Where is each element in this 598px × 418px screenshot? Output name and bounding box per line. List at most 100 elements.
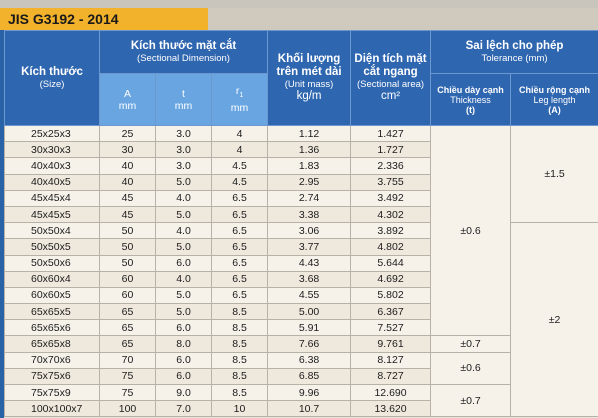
table-row: 75x75x9 75 9.0 8.5 9.96 12.690 ±0.7 [4, 383, 598, 418]
radius-r-cell: 8.5 [210, 303, 269, 321]
area-cell: 5.644 [350, 254, 432, 272]
thickness-t-cell: 7.0 [155, 400, 212, 418]
thickness-t-cell: 5.0 [155, 238, 212, 256]
leg-a-cell: 75 [99, 367, 156, 386]
section-header-vi: Kích thước mặt cắt [130, 40, 237, 52]
leg-header-vi: Chiều rộng cạnh [519, 84, 591, 95]
thickness-t-cell: 3.0 [155, 141, 212, 159]
size-header-vi: Kích thước [21, 66, 83, 78]
area-cell: 4.692 [350, 270, 432, 288]
thickness-t-cell: 5.0 [155, 205, 212, 224]
leg-a-cell: 65 [99, 319, 156, 337]
thickness-t-cell: 4.0 [155, 270, 212, 288]
mass-header-en: (Unit mass) [284, 79, 334, 90]
size-cell: 100x100x7 [4, 400, 100, 418]
thickness-t-cell: 6.0 [155, 254, 212, 272]
size-cell: 45x45x4 [4, 189, 100, 207]
unit-mass-cell: 3.06 [267, 222, 352, 240]
size-cell: 65x65x5 [4, 303, 100, 321]
leg-a-cell: 40 [99, 173, 156, 191]
thickness-tolerance-cell: ±0.6 [430, 351, 512, 386]
radius-r-cell: 4.5 [210, 173, 269, 191]
area-cell: 1.727 [350, 141, 432, 159]
radius-r-cell: 6.5 [210, 254, 269, 272]
section-header: Kích thước mặt cắt (Sectional Dimension) [98, 30, 269, 74]
thickness-t-cell: 5.0 [155, 286, 212, 305]
mass-unit: kg/m [296, 90, 322, 102]
radius-r-cell: 4 [210, 141, 269, 159]
thickness-symbol: (t) [466, 104, 476, 115]
leg-a-cell: 45 [99, 189, 156, 207]
unit-mass-cell: 1.83 [267, 157, 352, 175]
radius-r-cell: 6.5 [210, 238, 269, 256]
leg-tolerance-cell: ±2 [510, 222, 598, 418]
radius-r-cell: 4.5 [210, 157, 269, 175]
area-cell: 5.802 [350, 286, 432, 305]
top-strip [0, 0, 598, 8]
col-r-unit: mm [230, 102, 249, 115]
unit-mass-cell: 2.95 [267, 173, 352, 191]
table-row: 25x25x3 25 3.0 4 1.12 1.427 ±0.6 ±1.5 [4, 124, 598, 337]
area-header-vi: Diện tích mặt cắt ngang [354, 53, 427, 78]
leg-a-cell: 65 [99, 303, 156, 321]
area-cell: 6.367 [350, 303, 432, 321]
table-row: 65x65x5 65 5.0 8.5 5.00 6.367 [4, 303, 598, 321]
thickness-tolerance-cell: ±0.7 [430, 383, 512, 418]
col-t-unit: mm [174, 99, 193, 112]
radius-r-cell: 8.5 [210, 335, 269, 353]
table-row: 45x45x4 45 4.0 6.5 2.74 3.492 [4, 189, 598, 207]
leg-a-cell: 60 [99, 270, 156, 288]
size-cell: 65x65x8 [4, 335, 100, 353]
spec-table: Kích thước (Size) Kích thước mặt cắt (Se… [4, 30, 598, 418]
col-a-header: A mm [99, 73, 156, 126]
area-header-en: (Sectional area) [357, 79, 425, 90]
unit-mass-cell: 3.38 [267, 205, 352, 224]
radius-r-cell: 8.5 [210, 351, 269, 369]
size-cell: 50x50x6 [4, 254, 100, 272]
table-row: 100x100x7 100 7.0 10 10.7 13.620 [4, 400, 598, 418]
leg-a-cell: 100 [99, 400, 156, 418]
size-cell: 45x45x5 [4, 205, 100, 224]
col-a-unit: mm [118, 99, 137, 112]
section-header-en: (Sectional Dimension) [137, 53, 230, 64]
leg-a-cell: 75 [99, 383, 156, 402]
mass-header-vi: Khối lượng trên mét dài [276, 53, 342, 78]
thickness-header: Chiều dày cạnh Thickness (t) [430, 73, 512, 126]
unit-mass-cell: 4.55 [267, 286, 352, 305]
unit-mass-cell: 6.38 [267, 351, 352, 369]
area-header: Diện tích mặt cắt ngang (Sectional area)… [350, 30, 432, 126]
area-cell: 13.620 [350, 400, 432, 418]
thickness-header-vi: Chiều dày cạnh [437, 84, 504, 95]
leg-a-cell: 50 [99, 222, 156, 240]
radius-r-cell: 4 [210, 124, 269, 143]
unit-mass-cell: 3.77 [267, 238, 352, 256]
unit-mass-cell: 4.43 [267, 254, 352, 272]
radius-r-cell: 8.5 [210, 319, 269, 337]
area-cell: 8.727 [350, 367, 432, 386]
thickness-t-cell: 6.0 [155, 319, 212, 337]
thickness-t-cell: 6.0 [155, 367, 212, 386]
area-cell: 7.527 [350, 319, 432, 337]
thickness-t-cell: 8.0 [155, 335, 212, 353]
col-t-label: t [182, 87, 185, 100]
thickness-t-cell: 5.0 [155, 173, 212, 191]
leg-header: Chiều rộng cạnh Leg length (A) [510, 73, 598, 126]
table-row: 70x70x6 70 6.0 8.5 6.38 8.127 ±0.6 [4, 351, 598, 386]
radius-r-cell: 6.5 [210, 205, 269, 224]
size-cell: 30x30x3 [4, 141, 100, 159]
title-bar [0, 8, 208, 30]
left-edge [0, 30, 4, 418]
unit-mass-cell: 6.85 [267, 367, 352, 386]
size-cell: 40x40x5 [4, 173, 100, 191]
thickness-t-cell: 3.0 [155, 124, 212, 143]
area-cell: 12.690 [350, 383, 432, 402]
size-cell: 50x50x4 [4, 222, 100, 240]
radius-r-cell: 6.5 [210, 286, 269, 305]
thickness-t-cell: 4.0 [155, 222, 212, 240]
leg-a-cell: 60 [99, 286, 156, 305]
mass-header: Khối lượng trên mét dài (Unit mass) kg/m [267, 30, 352, 126]
col-t-header: t mm [155, 73, 212, 126]
unit-mass-cell: 1.36 [267, 141, 352, 159]
col-r-label: r [235, 84, 240, 97]
thickness-tolerance-cell: ±0.7 [430, 335, 512, 353]
